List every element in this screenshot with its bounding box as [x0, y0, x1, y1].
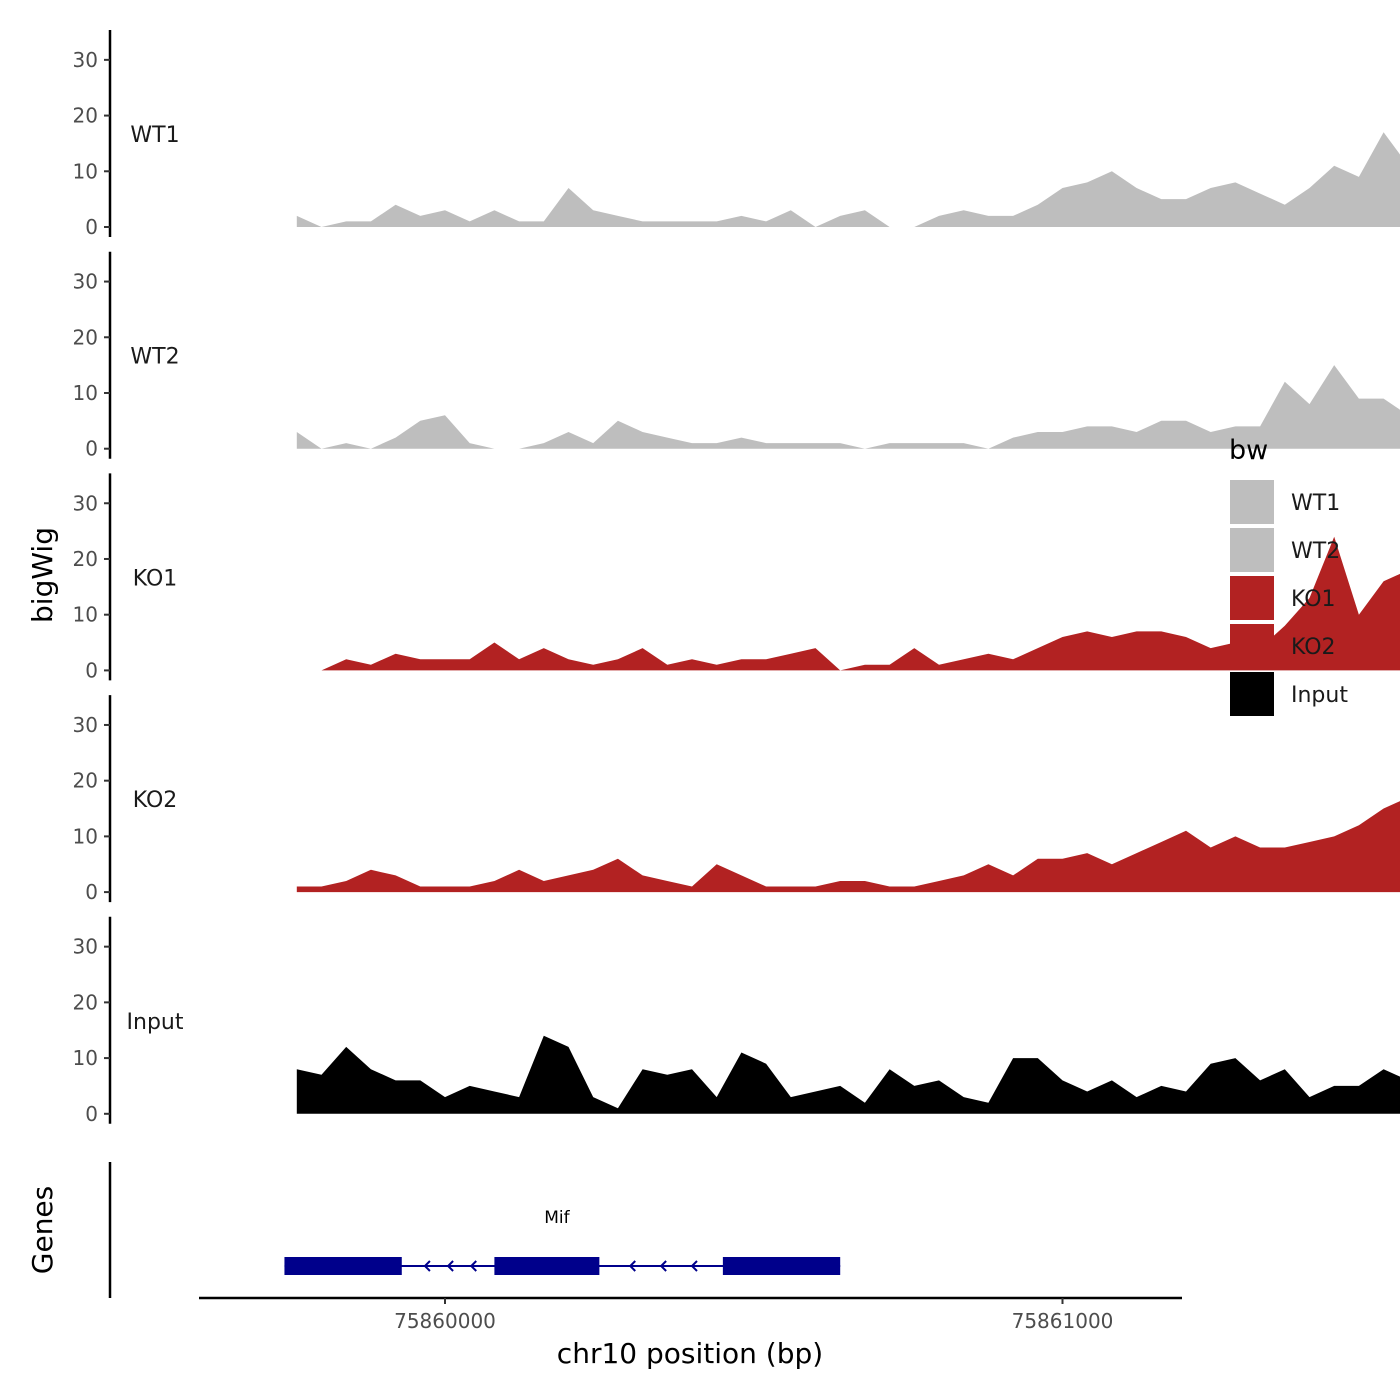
y-axis-title: bigWig [26, 527, 59, 623]
track-label-wt1: WT1 [130, 123, 179, 148]
legend-label-wt2: WT2 [1291, 539, 1340, 564]
y-tick-label-ko1-30: 30 [73, 491, 98, 515]
y-tick-label-input-30: 30 [73, 935, 98, 959]
x-tick-label-75860000: 75860000 [394, 1309, 496, 1333]
track-ko2: 0 10 20 30 KO2 [73, 695, 1400, 904]
y-tick-label-ko1-0: 0 [85, 658, 98, 682]
legend-label-wt1: WT1 [1291, 491, 1340, 516]
y-tick-label-ko2-10: 10 [73, 824, 98, 848]
strand-arrow [446, 1260, 454, 1272]
y-tick-label-wt2-0: 0 [85, 437, 98, 461]
y-tick-label-wt2-20: 20 [73, 325, 98, 349]
strand-arrow [628, 1260, 636, 1272]
y-tick-label-input-20: 20 [73, 990, 98, 1014]
track-label-input: Input [127, 1010, 184, 1035]
x-ticks: 758600007586100075862000 [394, 1298, 1114, 1333]
y-tick-label-wt1-20: 20 [73, 104, 98, 128]
x-axis: 758600007586100075862000 chr10 position … [199, 1296, 1182, 1370]
y-tick-label-wt1-0: 0 [85, 215, 98, 239]
legend-title: bw [1229, 435, 1268, 466]
y-tick-label-wt2-30: 30 [73, 270, 98, 294]
legend-key-input [1230, 672, 1274, 716]
gene-models: Mif [284, 1208, 841, 1275]
strand-arrow [469, 1260, 477, 1272]
gene-exon-2 [494, 1257, 600, 1275]
gene-exon-1 [284, 1257, 402, 1275]
y-tick-label-ko2-0: 0 [85, 880, 98, 904]
y-tick-label-input-0: 0 [85, 1102, 98, 1126]
x-tick-label-75861000: 75861000 [1012, 1309, 1114, 1333]
legend-key-wt1 [1230, 480, 1274, 524]
y-tick-label-input-10: 10 [73, 1046, 98, 1070]
area-input [296, 1035, 1400, 1114]
y-tick-label-ko1-10: 10 [73, 603, 98, 627]
x-axis-title: chr10 position (bp) [557, 1337, 823, 1370]
legend-key-ko1 [1230, 576, 1274, 620]
gene-mif: Mif [284, 1208, 841, 1275]
track-label-ko1: KO1 [133, 566, 178, 591]
legend-label-ko2: KO2 [1291, 635, 1336, 660]
area-ko1 [296, 536, 1400, 671]
y-tick-label-wt2-10: 10 [73, 381, 98, 405]
legend-key-wt2 [1230, 528, 1274, 572]
gene-exon-3 [722, 1257, 841, 1275]
strand-arrow [659, 1260, 667, 1272]
strand-arrow [690, 1260, 698, 1272]
track-wt1: 0 10 20 30 WT1 [73, 30, 1400, 239]
y-tick-label-ko2-30: 30 [73, 713, 98, 737]
track-label-wt2: WT2 [130, 345, 179, 370]
legend-key-ko2 [1230, 624, 1274, 668]
track-wt2: 0 10 20 30 WT2 [73, 251, 1400, 461]
tracks-area: 0 10 20 30 WT1 0 10 20 30 WT2 0 10 20 30 KO1 0 10 20 30 KO2… [73, 30, 1400, 1126]
strand-arrow [423, 1260, 431, 1272]
y-tick-label-ko1-20: 20 [73, 547, 98, 571]
area-wt2 [296, 365, 1400, 449]
area-wt1 [296, 132, 1400, 227]
y-tick-label-wt1-10: 10 [73, 159, 98, 183]
track-label-ko2: KO2 [133, 788, 178, 813]
area-ko2 [296, 801, 1400, 893]
gene-name-label: Mif [544, 1208, 570, 1228]
track-ko1: 0 10 20 30 KO1 [73, 473, 1400, 682]
legend: bw WT1 WT2 KO1 KO2 Input [1229, 435, 1348, 716]
genes-track: Genes Mif [26, 1162, 841, 1298]
y-tick-label-ko2-20: 20 [73, 769, 98, 793]
legend-entries: WT1 WT2 KO1 KO2 Input [1230, 480, 1348, 716]
genes-axis-title: Genes [26, 1186, 59, 1274]
track-input: 0 10 20 30 Input [73, 916, 1400, 1126]
legend-label-ko1: KO1 [1291, 587, 1336, 612]
legend-label-input: Input [1291, 683, 1348, 708]
y-tick-label-wt1-30: 30 [73, 48, 98, 72]
